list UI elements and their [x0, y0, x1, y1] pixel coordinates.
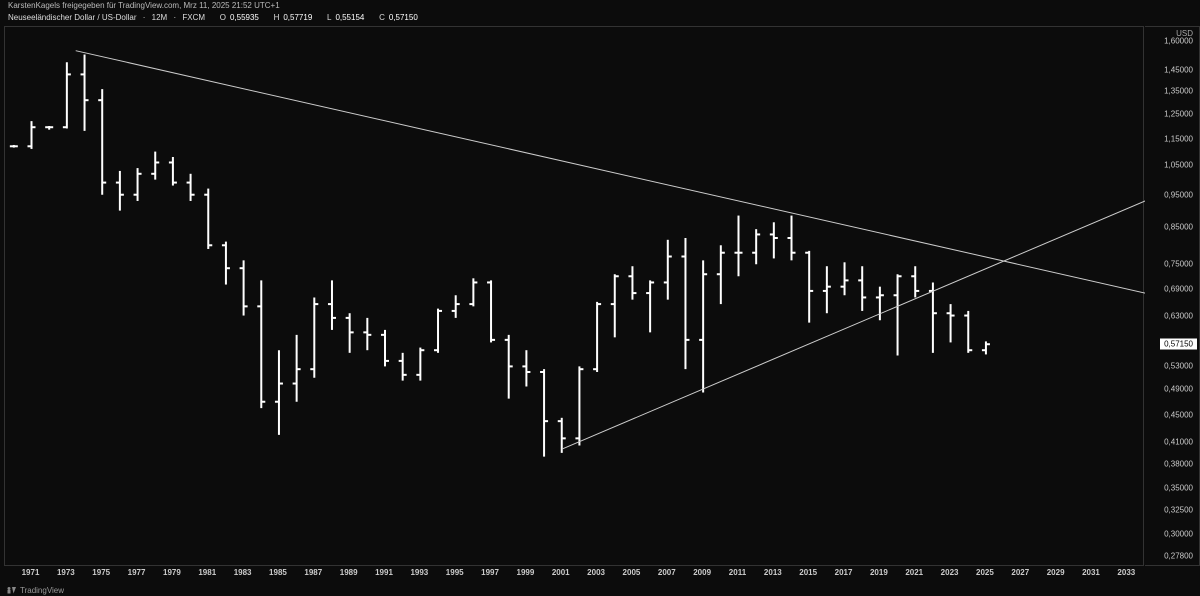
y-tick: 0,95000 — [1164, 190, 1193, 199]
x-tick: 1985 — [269, 568, 287, 577]
y-tick: 0,63000 — [1164, 311, 1193, 320]
y-tick: 1,35000 — [1164, 87, 1193, 96]
x-tick: 2013 — [764, 568, 782, 577]
x-tick: 1989 — [340, 568, 358, 577]
symbol-timeframe: 12M — [152, 13, 168, 22]
y-tick: 0,45000 — [1164, 410, 1193, 419]
footer-brand: TradingView — [6, 585, 64, 595]
tradingview-logo-icon — [6, 585, 16, 595]
credit-line: KarstenKagels freigegeben für TradingVie… — [0, 0, 1200, 12]
chart-svg — [5, 27, 1145, 567]
x-tick: 1991 — [375, 568, 393, 577]
y-tick: 0,85000 — [1164, 223, 1193, 232]
y-tick: 0,27800 — [1164, 552, 1193, 561]
x-tick: 2007 — [658, 568, 676, 577]
x-tick: 2011 — [729, 568, 746, 577]
symbol-name: Neuseeländischer Dollar / US-Dollar — [8, 13, 137, 22]
x-tick: 2001 — [552, 568, 570, 577]
y-tick: 0,69000 — [1164, 284, 1193, 293]
x-tick: 1975 — [92, 568, 110, 577]
y-tick: 0,49000 — [1164, 385, 1193, 394]
x-tick: 1981 — [198, 568, 216, 577]
symbol-provider: FXCM — [182, 13, 205, 22]
y-tick: 1,60000 — [1164, 37, 1193, 46]
y-tick: 1,25000 — [1164, 109, 1193, 118]
x-tick: 1999 — [516, 568, 534, 577]
y-tick: 0,75000 — [1164, 260, 1193, 269]
y-axis[interactable]: USD 1,600001,450001,350001,250001,150001… — [1145, 26, 1200, 566]
y-tick: 0,30000 — [1164, 529, 1193, 538]
x-tick: 1983 — [234, 568, 252, 577]
ohlc-open: 0,55935 — [230, 13, 259, 22]
x-tick: 2025 — [976, 568, 994, 577]
y-tick: 1,15000 — [1164, 134, 1193, 143]
x-tick: 1979 — [163, 568, 181, 577]
x-tick: 2031 — [1082, 568, 1100, 577]
y-tick: 1,45000 — [1164, 66, 1193, 75]
x-tick: 1973 — [57, 568, 75, 577]
x-tick: 1971 — [22, 568, 40, 577]
x-tick: 2033 — [1117, 568, 1135, 577]
x-tick: 1997 — [481, 568, 499, 577]
price-chart[interactable] — [4, 26, 1144, 566]
symbol-info: Neuseeländischer Dollar / US-Dollar · 12… — [8, 13, 422, 22]
x-tick: 1987 — [304, 568, 322, 577]
y-tick: 0,41000 — [1164, 437, 1193, 446]
x-tick: 2005 — [623, 568, 641, 577]
y-tick: 1,05000 — [1164, 161, 1193, 170]
ohlc-low: 0,55154 — [335, 13, 364, 22]
x-tick: 2009 — [693, 568, 711, 577]
current-price-box: 0,57150 — [1160, 339, 1197, 350]
x-tick: 1995 — [446, 568, 464, 577]
x-tick: 2017 — [835, 568, 853, 577]
ohlc-high: 0,57719 — [283, 13, 312, 22]
x-tick: 2023 — [941, 568, 959, 577]
x-tick: 2021 — [905, 568, 923, 577]
y-tick: 0,32500 — [1164, 506, 1193, 515]
x-tick: 2003 — [587, 568, 605, 577]
x-axis[interactable]: 1971 1973 1975 1977 1979 1981 1983 1985 1987 1989… — [4, 566, 1144, 582]
ohlc-close: 0,57150 — [389, 13, 418, 22]
y-tick: 0,38000 — [1164, 460, 1193, 469]
y-tick: 0,53000 — [1164, 362, 1193, 371]
x-tick: 2027 — [1011, 568, 1029, 577]
x-tick: 2015 — [799, 568, 817, 577]
y-tick: 0,35000 — [1164, 484, 1193, 493]
x-tick: 1993 — [410, 568, 428, 577]
x-tick: 2029 — [1047, 568, 1065, 577]
x-tick: 2019 — [870, 568, 888, 577]
x-tick: 1977 — [128, 568, 146, 577]
